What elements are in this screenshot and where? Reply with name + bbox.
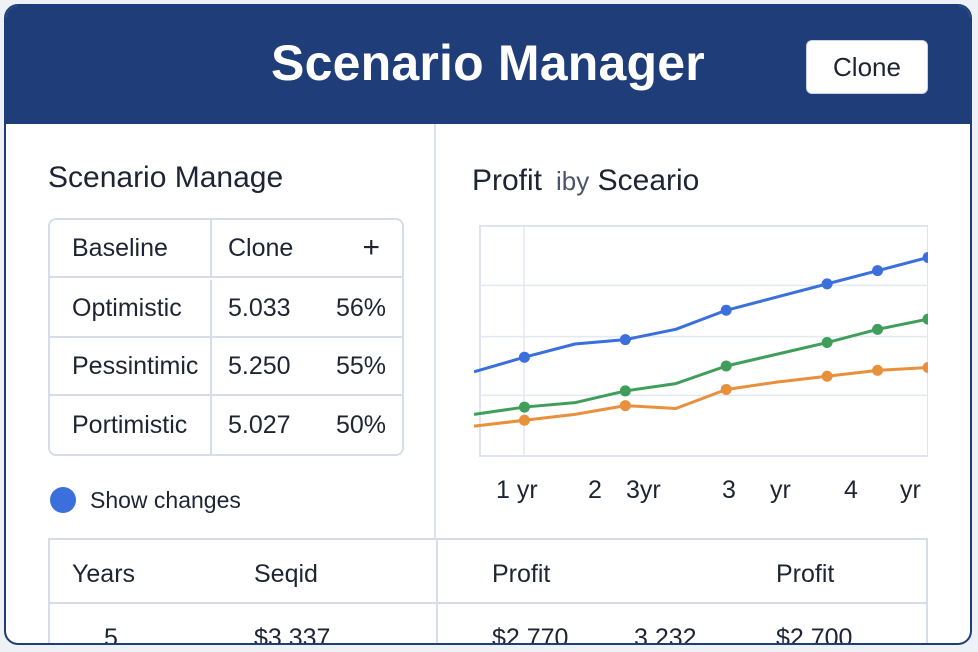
column-separator [436, 540, 438, 643]
chart-series-line [474, 365, 928, 428]
chart-x-tick-label: 4 [844, 476, 858, 504]
header-profit[interactable]: Profit [492, 560, 551, 588]
scenario-name: Portimistic [72, 410, 188, 439]
show-changes-label: Show changes [90, 486, 241, 513]
chart-point [720, 383, 732, 395]
chart-point [720, 360, 732, 372]
chart-point [619, 334, 631, 346]
radio-dot-icon[interactable] [50, 487, 76, 513]
chart-title-mid: iby [556, 166, 590, 196]
scenario-value: 5.033 [228, 293, 291, 322]
scenario-table-header: Baseline Clone + [50, 220, 402, 278]
cell-value: 3,232 [634, 624, 697, 645]
chart-title: Profit iby Sceario [472, 164, 699, 198]
chart-point [619, 400, 631, 412]
chart-point [872, 265, 884, 277]
header-clone[interactable]: Clone [228, 233, 294, 262]
scenario-manager-window: Scenario Manager Clone Scenario Manage B… [4, 4, 972, 645]
cell-profit: $2,770 [492, 624, 569, 645]
chart-x-tick-label: 3 [722, 476, 736, 504]
show-changes-toggle[interactable]: Show changes [50, 483, 241, 517]
header-years[interactable]: Years [72, 560, 136, 588]
chart-point [872, 323, 884, 335]
scenario-name: Optimistic [72, 293, 182, 322]
scenario-table: Baseline Clone + Optimistic 5.033 56% Pe… [48, 218, 404, 456]
chart-point [821, 370, 833, 382]
profit-line-chart [474, 225, 928, 457]
cell-profit-2: $2,700 [776, 624, 853, 645]
scenario-value: 5.027 [228, 410, 291, 439]
scenario-value: 5.250 [228, 351, 291, 380]
row-separator [50, 602, 926, 604]
chart-title-end: Sceario [597, 164, 700, 197]
window-title: Scenario Manager [271, 35, 705, 91]
scenario-name: Pessintimic [72, 351, 199, 380]
scenario-row[interactable]: Pessintimic 5.250 55% [50, 338, 402, 396]
column-separator [210, 220, 212, 276]
chart-x-axis: 1 yr 2 3yr 3 yr 4 yr [474, 476, 928, 510]
chart-title-main: Profit [472, 164, 543, 197]
add-scenario-icon[interactable]: + [362, 231, 380, 264]
header-profit-2[interactable]: Profit [776, 560, 835, 588]
column-separator [210, 338, 212, 394]
column-separator [210, 280, 212, 336]
chart-x-tick-label: yr [900, 476, 921, 504]
chart-plot-area [479, 225, 928, 457]
scenario-row[interactable]: Optimistic 5.033 56% [50, 280, 402, 338]
header-baseline[interactable]: Baseline [72, 233, 168, 262]
panel-divider [434, 124, 436, 539]
header-seqid[interactable]: Seqid [254, 560, 318, 588]
column-separator [210, 396, 212, 454]
chart-point [518, 401, 530, 413]
chart-point [922, 313, 928, 325]
chart-point [821, 278, 833, 290]
chart-point [518, 351, 530, 363]
scenario-percent: 56% [335, 293, 386, 322]
chart-point [821, 337, 833, 349]
chart-point [872, 364, 884, 376]
chart-series-line [474, 256, 928, 374]
results-table: Years Seqid Profit Profit 5 $3,337 $2,77… [48, 538, 928, 645]
scenario-panel-title: Scenario Manage [48, 161, 284, 194]
clone-button[interactable]: Clone [806, 40, 928, 94]
scenario-percent: 55% [335, 351, 386, 380]
chart-x-tick-label: yr [770, 476, 791, 504]
title-bar: Scenario Manager Clone [6, 6, 970, 124]
chart-point [720, 304, 732, 316]
chart-point [619, 385, 631, 397]
chart-series-line [474, 317, 928, 416]
chart-x-tick-label: 1 yr [496, 476, 538, 504]
cell-seqid: $3,337 [254, 624, 331, 645]
scenario-percent: 50% [335, 410, 386, 439]
scenario-row[interactable]: Portimistic 5.027 50% [50, 396, 402, 454]
chart-x-tick-label: 3yr [626, 476, 661, 504]
chart-x-tick-label: 2 [588, 476, 602, 504]
cell-years: 5 [104, 624, 118, 645]
chart-point [922, 361, 928, 373]
chart-point [518, 414, 530, 426]
chart-point [922, 251, 928, 263]
